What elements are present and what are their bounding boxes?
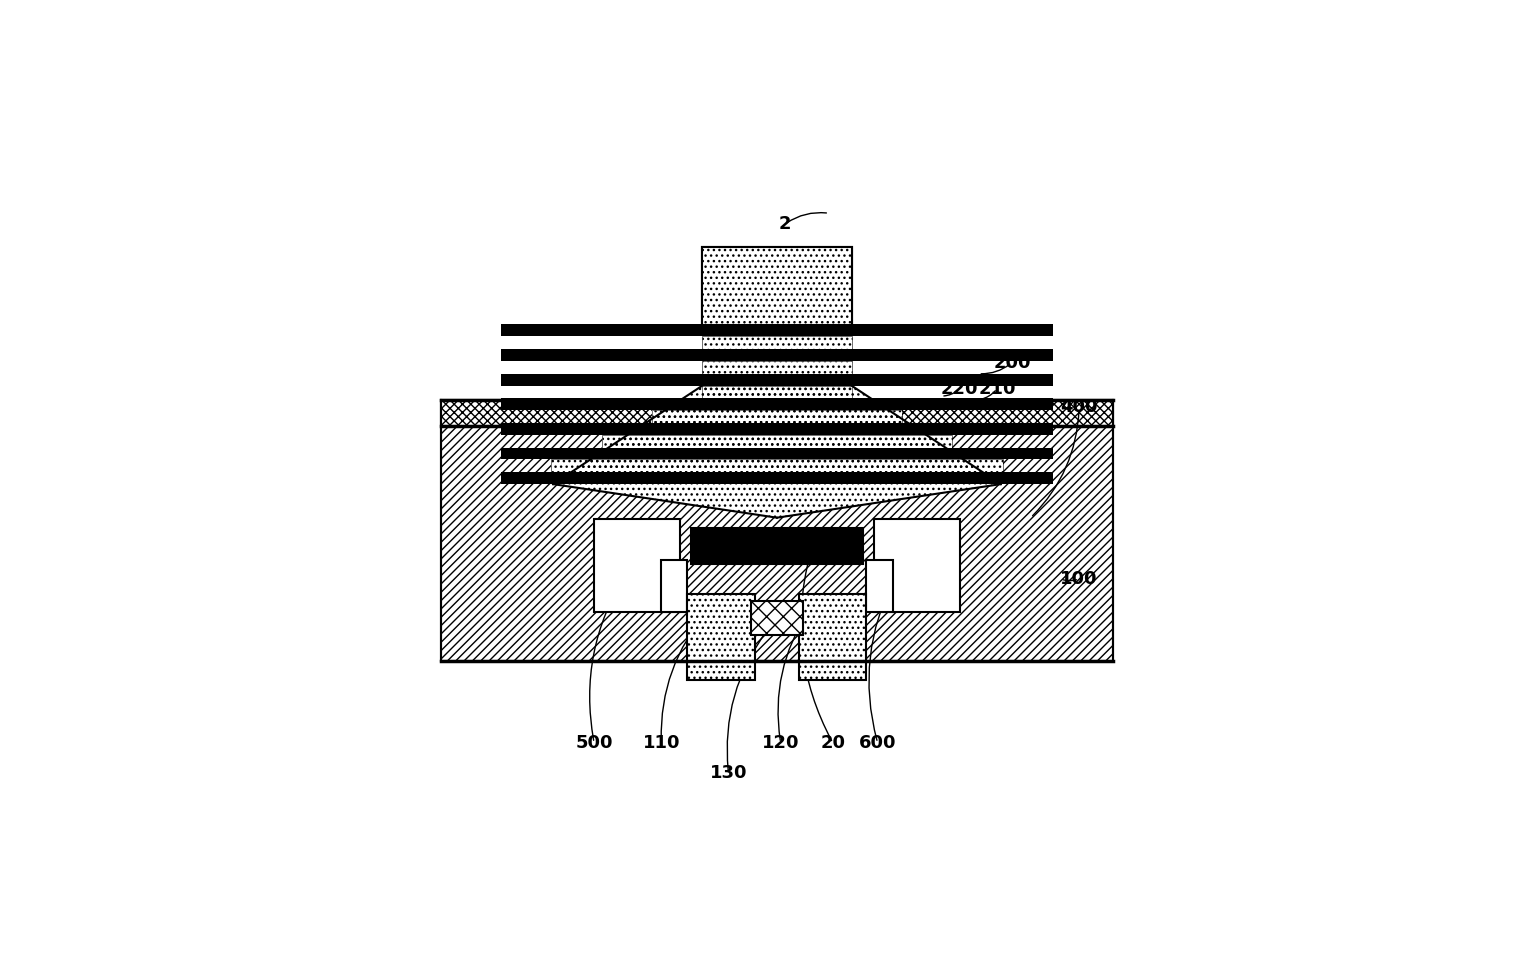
Bar <box>799 594 867 679</box>
Bar <box>500 398 1054 410</box>
Bar <box>702 386 852 398</box>
Bar <box>552 459 1002 472</box>
Text: 210: 210 <box>978 380 1016 397</box>
Text: 2: 2 <box>778 215 791 234</box>
Text: 200: 200 <box>993 354 1031 371</box>
Bar <box>652 410 902 422</box>
Bar <box>702 247 852 326</box>
Bar <box>500 349 1054 361</box>
Bar <box>702 336 852 349</box>
Text: 400: 400 <box>1060 398 1098 417</box>
Bar <box>500 448 1054 459</box>
Bar <box>594 519 681 612</box>
Bar <box>602 435 952 448</box>
Bar <box>702 247 852 326</box>
Bar <box>500 325 1054 336</box>
Bar <box>873 519 960 612</box>
Bar <box>500 398 1054 410</box>
Bar <box>652 410 902 422</box>
Bar <box>750 601 803 635</box>
Bar <box>702 247 852 326</box>
Bar <box>552 459 1002 472</box>
Bar <box>750 601 803 635</box>
Bar <box>500 422 1054 435</box>
Bar <box>500 374 1054 386</box>
Bar <box>602 435 952 448</box>
Polygon shape <box>553 386 1001 517</box>
Bar <box>702 336 852 349</box>
Bar <box>500 472 1054 484</box>
Bar <box>687 594 755 679</box>
Bar <box>500 374 1054 386</box>
Bar <box>702 247 852 326</box>
Bar <box>500 325 1054 336</box>
Bar <box>500 349 1054 361</box>
Bar <box>661 560 687 612</box>
Bar <box>702 361 852 374</box>
Bar <box>500 448 1054 459</box>
Text: 110: 110 <box>643 735 681 752</box>
Bar <box>867 560 893 612</box>
Text: 130: 130 <box>709 764 747 782</box>
Bar <box>687 594 755 679</box>
Text: 100: 100 <box>1060 570 1098 588</box>
Bar <box>691 528 863 564</box>
Bar <box>702 386 852 398</box>
Bar <box>441 400 1113 661</box>
Text: 20: 20 <box>820 735 846 752</box>
Bar <box>799 594 867 679</box>
Bar <box>500 472 1054 484</box>
Bar <box>500 422 1054 435</box>
Bar <box>441 400 1113 426</box>
Text: 500: 500 <box>576 735 612 752</box>
Text: 600: 600 <box>860 735 896 752</box>
Bar <box>702 361 852 374</box>
Text: 120: 120 <box>763 735 799 752</box>
Text: 220: 220 <box>941 380 978 397</box>
